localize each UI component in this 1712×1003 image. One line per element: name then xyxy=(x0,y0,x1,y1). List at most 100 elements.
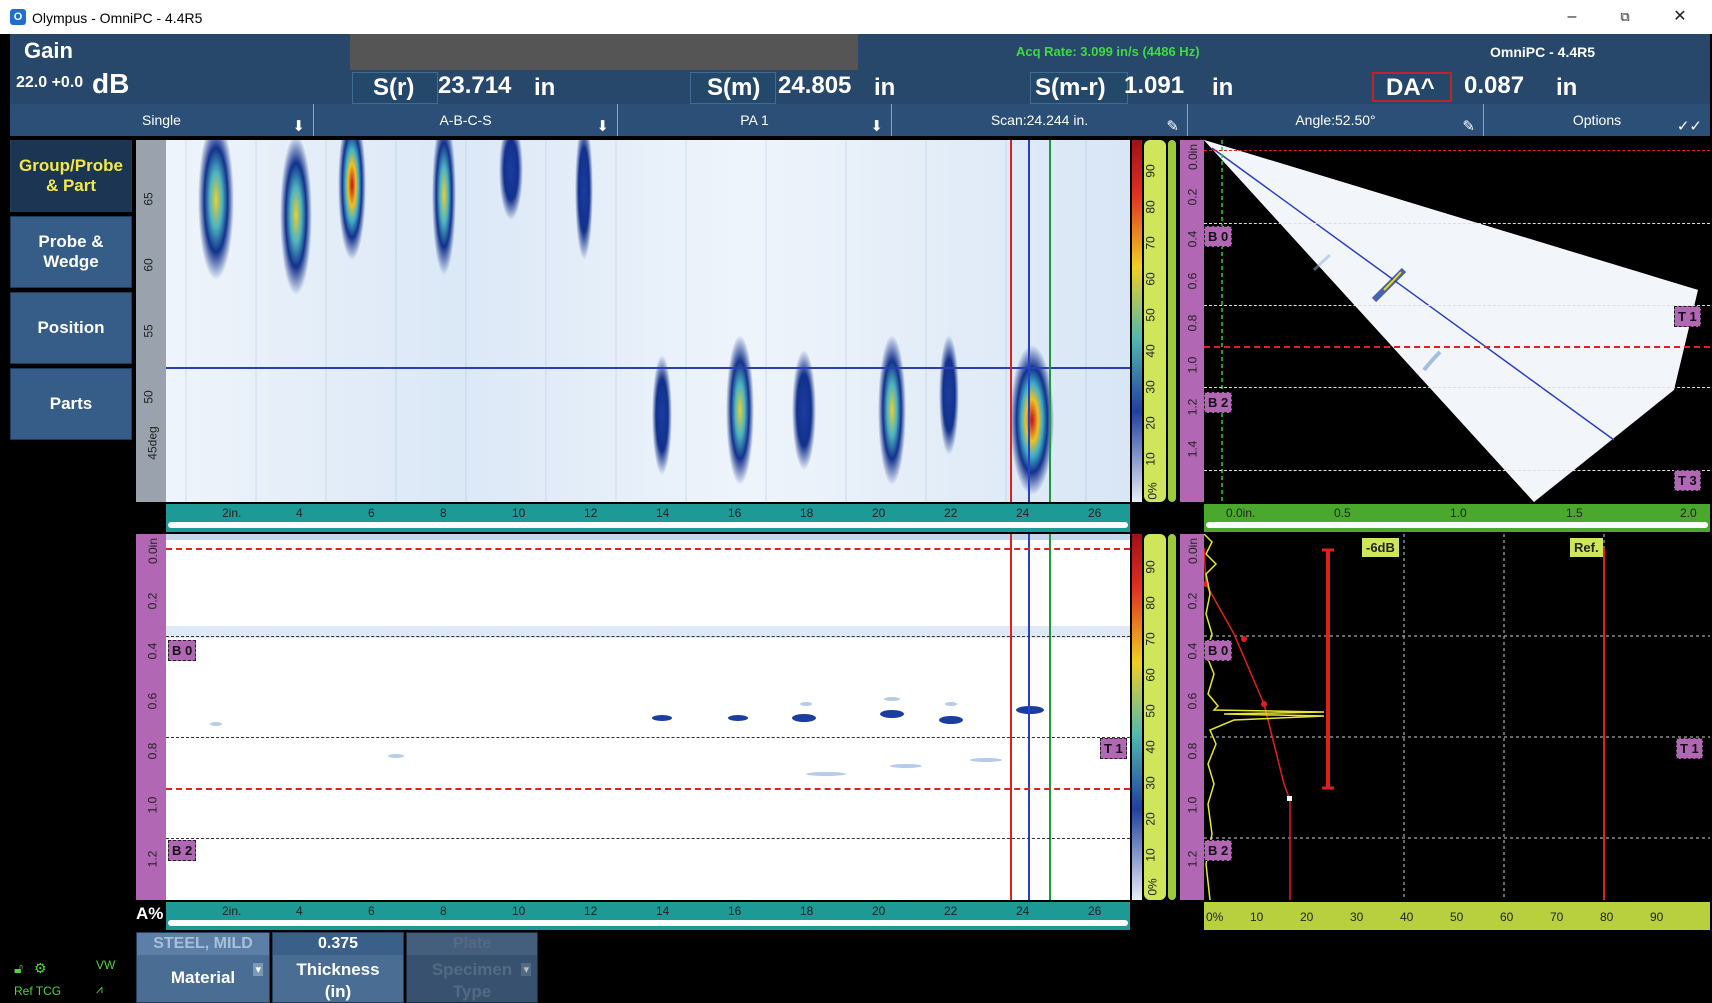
tick-label: 30 xyxy=(1350,910,1363,924)
reading-smr[interactable]: S(m-r) xyxy=(1030,72,1128,104)
tcg-curve-icon: ⩘ xyxy=(96,982,103,997)
double-check-icon: ✓✓ xyxy=(1677,111,1702,143)
ascan-depth-ruler[interactable]: 0.0in 0.2 0.4 0.6 0.8 1.0 1.2 xyxy=(1180,534,1204,900)
tick-label: 1.0 xyxy=(1450,506,1467,520)
gain-unit: dB xyxy=(92,68,129,100)
sidebar-label: Position xyxy=(37,318,104,338)
gate-t1-tag[interactable]: T 1 xyxy=(1100,738,1127,759)
tick-label: 40 xyxy=(1144,344,1158,357)
cscan-scan-axis[interactable]: 2in. 4 6 8 10 12 14 16 18 20 22 24 26 xyxy=(166,504,1130,532)
gate-b2-tag[interactable]: B 2 xyxy=(168,840,196,861)
minimize-button[interactable]: – xyxy=(1552,5,1592,29)
tick-label: 0.2 xyxy=(145,593,159,610)
amplitude-axis-label: A% xyxy=(136,904,163,924)
bscan-scrollbar[interactable] xyxy=(168,920,1128,926)
reading-da[interactable]: DA^ xyxy=(1372,72,1452,102)
tick-label: 20 xyxy=(872,506,885,520)
tick-label: 0.0in. xyxy=(1226,506,1255,520)
tick-label: 0.0in xyxy=(146,538,160,564)
sscan-depth-ruler[interactable]: 0.0in 0.2 0.4 0.6 0.8 1.0 1.2 1.4 xyxy=(1180,140,1204,502)
sidebar-group-probe-part[interactable]: Group/Probe & Part xyxy=(10,140,132,212)
tick-label: 20 xyxy=(1144,416,1158,429)
specimen-value: Plate xyxy=(407,933,537,955)
tick-label: 55 xyxy=(142,324,156,337)
options-button[interactable]: Options ✓✓ xyxy=(1484,104,1710,136)
ref-marker-label: Ref. xyxy=(1570,538,1603,557)
reading-sr[interactable]: S(r) xyxy=(352,72,438,104)
specimen-type-selector[interactable]: Plate Specimen Type ▾ xyxy=(406,932,538,1003)
sscan-sync-ruler xyxy=(1168,140,1176,502)
ascan-view[interactable]: -6dB Ref. B 0 B 2 T 1 xyxy=(1204,534,1710,900)
tick-label: 2in. xyxy=(222,506,241,520)
cscan-image xyxy=(166,140,1130,502)
layout-single-dropdown[interactable]: Single ⬇ xyxy=(10,104,314,136)
close-button[interactable]: ✕ xyxy=(1660,5,1700,29)
tick-label: 24 xyxy=(1016,506,1029,520)
tick-label: 60 xyxy=(142,258,156,271)
bscan-scan-axis[interactable]: 2in. 4 6 8 10 12 14 16 18 20 22 24 26 xyxy=(166,902,1130,930)
sidebar-label: Group/Probe & Part xyxy=(16,156,126,196)
tick-label: 0.6 xyxy=(1185,273,1199,290)
cscan-view[interactable] xyxy=(166,140,1130,502)
gate-b0-tag[interactable]: B 0 xyxy=(1204,226,1232,247)
gate-line xyxy=(1204,470,1710,471)
tick-label: 80 xyxy=(1144,596,1158,609)
reference-line xyxy=(166,548,1130,550)
reading-unit: in xyxy=(534,74,555,102)
tick-label: 0.6 xyxy=(1185,693,1199,710)
sscan-scrollbar[interactable] xyxy=(1206,522,1708,528)
gate-t1-tag[interactable]: T 1 xyxy=(1676,738,1703,759)
layout-abcs-dropdown[interactable]: A-B-C-S ⬇ xyxy=(314,104,618,136)
tick-label: 90 xyxy=(1144,560,1158,573)
tick-label: 10 xyxy=(1144,452,1158,465)
sscan-view[interactable]: B 0 B 2 T 1 T 3 xyxy=(1204,140,1710,502)
bscan-depth-ruler[interactable]: 0.0in 0.2 0.4 0.6 0.8 1.0 1.2 xyxy=(136,534,166,900)
gate-b2-tag[interactable]: B 2 xyxy=(1204,840,1232,861)
gate-t3-tag[interactable]: T 3 xyxy=(1674,470,1701,491)
group-dropdown[interactable]: PA 1 ⬇ xyxy=(618,104,892,136)
reading-label: S(m-r) xyxy=(1035,74,1106,102)
bscan-view[interactable]: B 0 B 2 T 1 xyxy=(166,534,1130,900)
gate-b2-tag[interactable]: B 2 xyxy=(1204,392,1232,413)
tick-label: 0% xyxy=(1146,482,1160,499)
restore-button[interactable]: ⧉ xyxy=(1605,5,1645,29)
reading-sm[interactable]: S(m) xyxy=(690,72,776,104)
tick-label: 4 xyxy=(296,506,303,520)
sidebar-parts[interactable]: Parts xyxy=(10,368,132,440)
scan-position-field[interactable]: Scan:24.244 in. ✎ xyxy=(892,104,1188,136)
tick-label: 1.0 xyxy=(145,797,159,814)
angle-field[interactable]: Angle:52.50° ✎ xyxy=(1188,104,1484,136)
material-selector[interactable]: STEEL, MILD Material ▾ xyxy=(136,932,270,1003)
tick-label: 60 xyxy=(1144,272,1158,285)
gain-panel[interactable]: Gain 22.0 +0.0 dB xyxy=(10,34,350,104)
sscan-index-axis[interactable]: 0.0in. 0.5 1.0 1.5 2.0 xyxy=(1204,504,1710,532)
gate-b0-tag[interactable]: B 0 xyxy=(168,640,196,661)
bscan-amplitude-ruler[interactable]: 90 80 70 60 50 40 30 20 10 0% xyxy=(1144,534,1166,900)
toolbar-label: PA 1 xyxy=(740,112,769,128)
tick-label: 20 xyxy=(872,904,885,918)
sidebar-label: Probe & Wedge xyxy=(31,232,111,272)
reading-label: DA^ xyxy=(1386,74,1435,102)
sidebar-position[interactable]: Position xyxy=(10,292,132,364)
tick-label: 40 xyxy=(1400,910,1413,924)
ascan-amplitude-axis[interactable]: 0% 10 20 30 40 50 60 70 80 90 xyxy=(1204,902,1710,930)
product-panel: OmniPC - 4.4R5 xyxy=(1368,34,1710,70)
tick-label: 2in. xyxy=(222,904,241,918)
tick-label: 10 xyxy=(512,506,525,520)
cscan-amplitude-ruler[interactable]: 90 80 70 60 50 40 30 20 10 0% xyxy=(1144,140,1166,502)
cscan-angle-ruler[interactable]: 65 60 55 50 45deg xyxy=(136,140,166,502)
tick-label: 80 xyxy=(1600,910,1613,924)
thickness-field[interactable]: 0.375 Thickness (in) xyxy=(272,932,404,1003)
window-title: Olympus - OmniPC - 4.4R5 xyxy=(32,10,202,26)
gate-t1-tag[interactable]: T 1 xyxy=(1674,306,1701,327)
cscan-scrollbar[interactable] xyxy=(168,522,1128,528)
tick-label: 80 xyxy=(1144,200,1158,213)
gate-b0-tag[interactable]: B 0 xyxy=(1204,640,1232,661)
tick-label: 14 xyxy=(656,506,669,520)
gate-line xyxy=(1204,387,1710,388)
tick-label: 45deg xyxy=(146,426,160,459)
sidebar-probe-wedge[interactable]: Probe & Wedge xyxy=(10,216,132,288)
bscan-color-bar xyxy=(1132,534,1142,900)
unlock-icon: 🔓︎ xyxy=(14,960,23,977)
tick-label: 60 xyxy=(1500,910,1513,924)
